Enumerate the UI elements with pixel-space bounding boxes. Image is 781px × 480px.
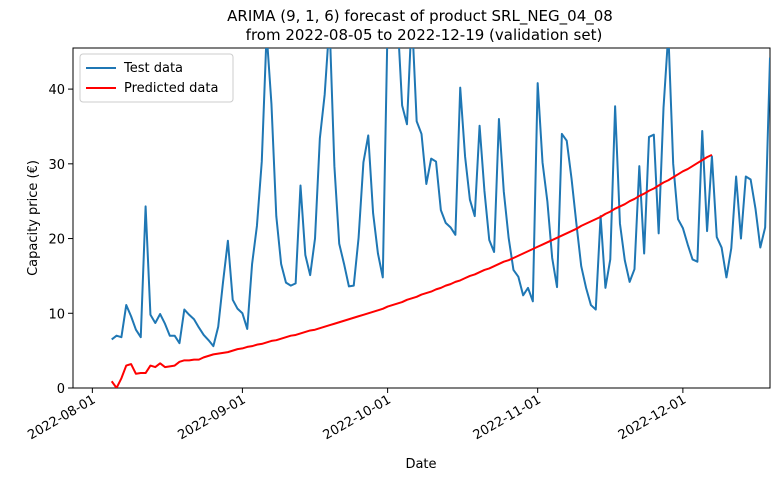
x-tick-label: 2022-10-01 (321, 392, 394, 443)
series-line-test-data (111, 48, 770, 348)
x-tick-label: 2022-12-01 (616, 392, 689, 443)
y-tick-label: 0 (57, 382, 65, 397)
y-axis-ticks: 0 10 20 30 40 (48, 83, 73, 397)
chart-title-line1: ARIMA (9, 1, 6) forecast of product SRL_… (227, 7, 613, 26)
legend-box (79, 53, 234, 103)
y-tick-label: 30 (48, 158, 65, 173)
legend-label-test-data: Test data (123, 61, 183, 76)
chart-title-line2: from 2022-08-05 to 2022-12-19 (validatio… (246, 26, 603, 44)
y-tick-label: 10 (48, 307, 65, 322)
legend: Test data Predicted data (79, 53, 234, 103)
x-tick-label: 2022-09-01 (175, 392, 248, 443)
y-axis-label: Capacity price (€) (26, 160, 41, 276)
x-tick-label: 2022-11-01 (471, 392, 544, 443)
x-axis-ticks: 2022-08-01 2022-09-01 2022-10-01 2022-11-01… (25, 388, 689, 443)
x-axis-label: Date (405, 457, 436, 472)
x-tick-label: 2022-08-01 (25, 392, 98, 443)
legend-label-predicted-data: Predicted data (124, 81, 218, 96)
y-tick-label: 40 (48, 83, 65, 98)
series-layer (110, 48, 770, 388)
plot-frame (72, 47, 771, 389)
y-tick-label: 20 (48, 233, 65, 248)
series-line-predicted-data (110, 153, 713, 388)
